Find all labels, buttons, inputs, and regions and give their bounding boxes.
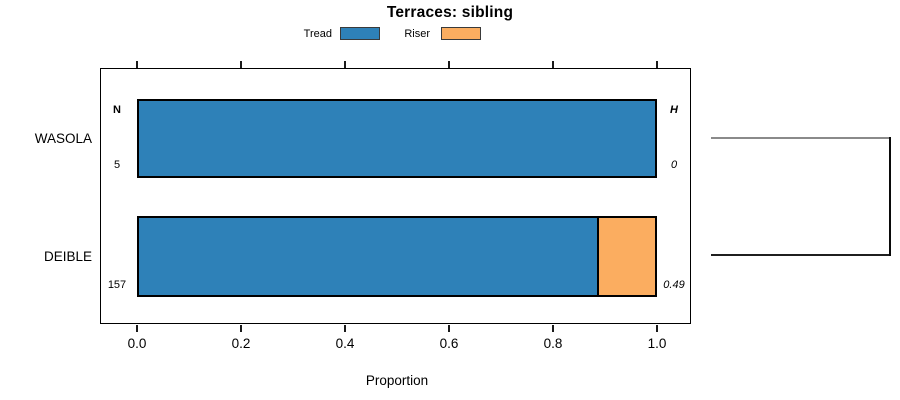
chart-title: Terraces: sibling <box>386 4 514 21</box>
x-tick-label: 0.2 <box>231 336 251 351</box>
axis-tick-bottom <box>344 325 346 332</box>
axis-tick-top <box>656 61 658 68</box>
axis-tick-bottom <box>656 325 658 332</box>
dendrogram-branch-wasola <box>711 137 891 139</box>
x-tick-label: 1.0 <box>647 336 667 351</box>
n-value-deible: 157 <box>107 279 127 291</box>
axis-tick-top <box>136 61 138 68</box>
h-value-deible: 0.49 <box>663 279 685 291</box>
axis-tick-bottom <box>552 325 554 332</box>
bar-wasola <box>137 99 657 178</box>
bar-segment-tread <box>139 101 655 176</box>
n-value-wasola: 5 <box>113 159 121 171</box>
axis-tick-bottom <box>240 325 242 332</box>
axis-tick-top <box>552 61 554 68</box>
x-tick-label: 0.8 <box>543 336 563 351</box>
axis-tick-top <box>448 61 450 68</box>
bar-segment-riser <box>596 218 655 295</box>
axis-tick-top <box>240 61 242 68</box>
dendrogram-join-line <box>889 137 891 256</box>
bar-deible <box>137 216 657 297</box>
category-label-deible: DEIBLE <box>43 249 92 264</box>
h-column-header: H <box>670 104 678 116</box>
bar-segment-tread <box>139 218 597 295</box>
x-tick-label: 0.4 <box>335 336 355 351</box>
legend-swatch-tread <box>340 27 380 40</box>
category-label-wasola: WASOLA <box>34 131 92 146</box>
legend-label-riser: Riser <box>404 28 430 40</box>
n-column-header: N <box>113 104 121 116</box>
axis-tick-bottom <box>448 325 450 332</box>
axis-tick-bottom <box>136 325 138 332</box>
axis-tick-top <box>344 61 346 68</box>
dendrogram-branch-deible <box>711 254 891 256</box>
x-axis-label: Proportion <box>365 373 429 388</box>
h-value-wasola: 0 <box>670 159 678 171</box>
x-tick-label: 0.0 <box>127 336 147 351</box>
legend-swatch-riser <box>441 27 481 40</box>
legend-label-tread: Tread <box>303 28 332 40</box>
x-tick-label: 0.6 <box>439 336 459 351</box>
